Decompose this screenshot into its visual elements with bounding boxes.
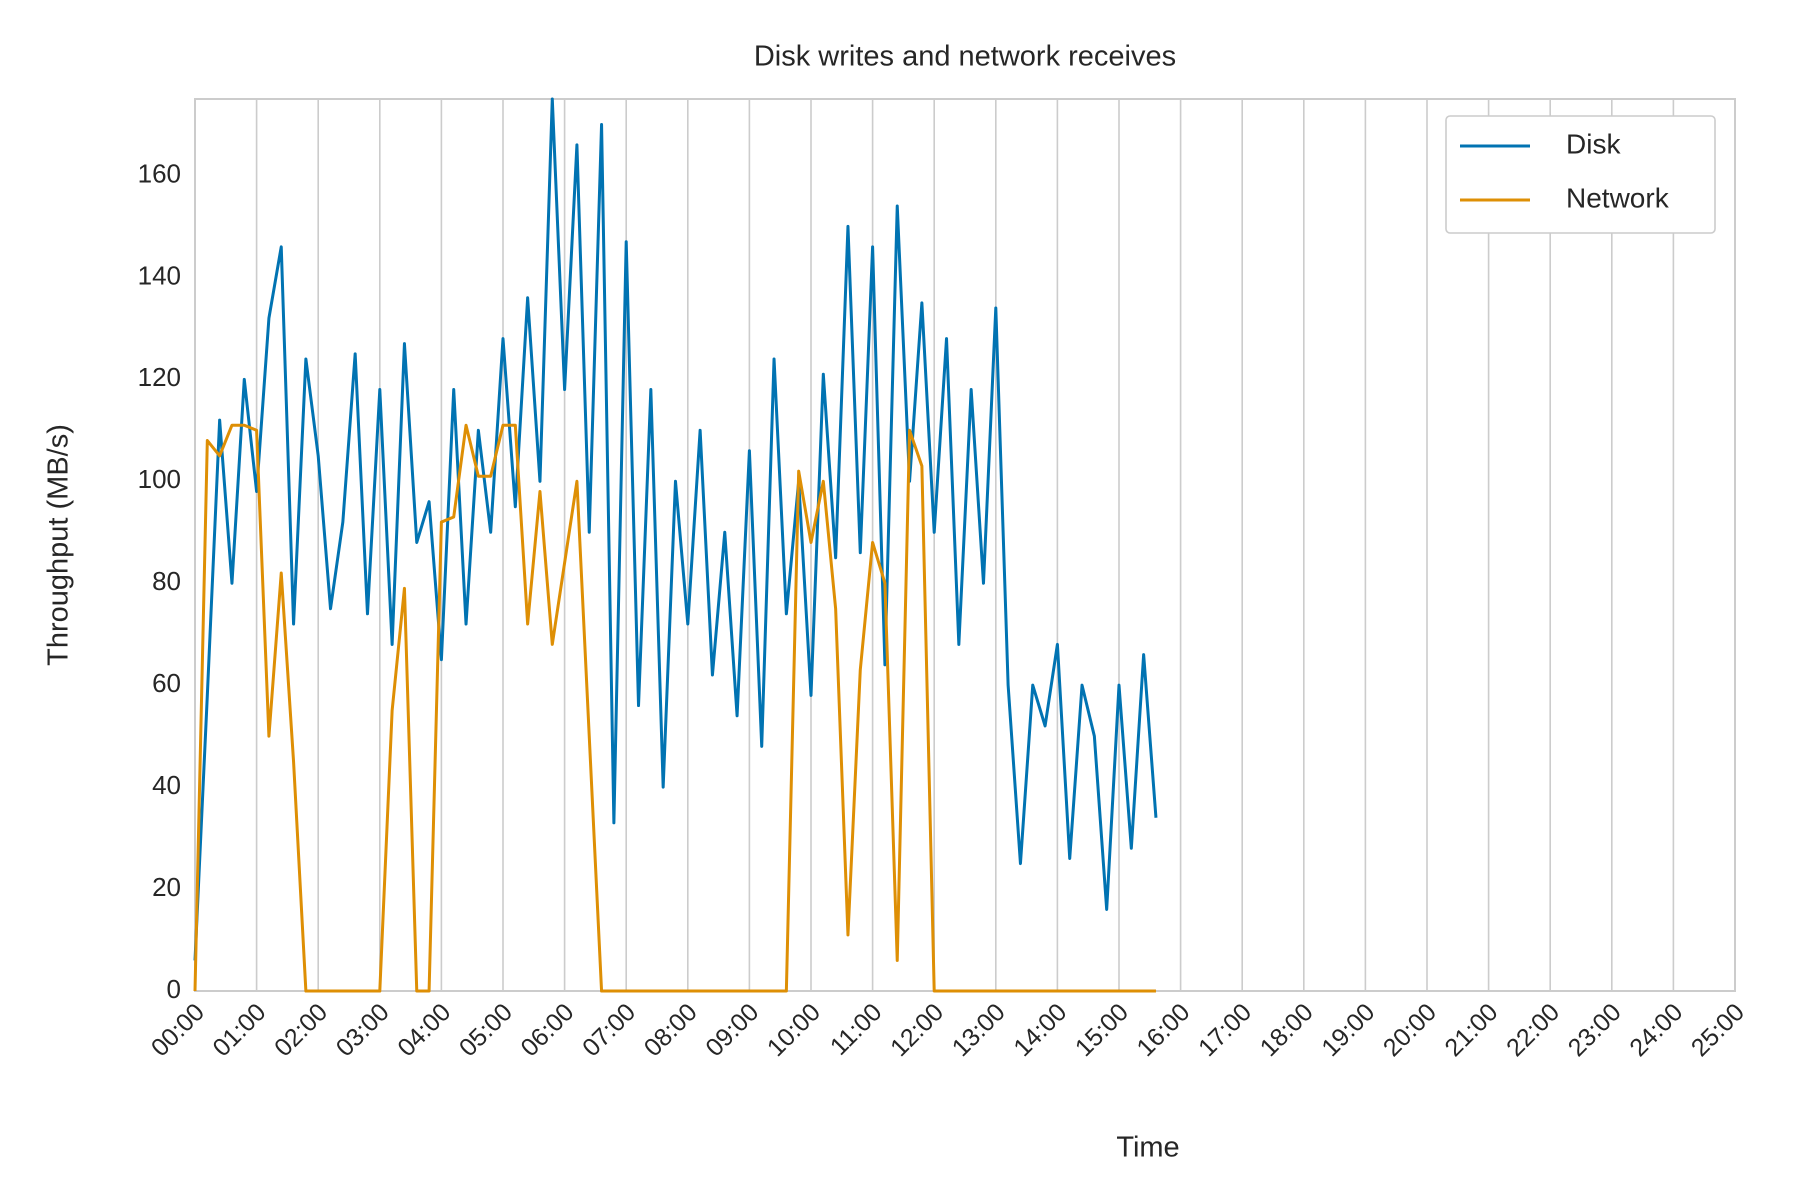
x-tick-label: 12:00	[885, 998, 949, 1062]
x-tick-label: 16:00	[1131, 998, 1195, 1062]
data-line	[193, 423, 1156, 993]
x-tick-label: 11:00	[825, 998, 888, 1061]
y-tick-label: 60	[152, 668, 181, 698]
x-tick-label: 09:00	[700, 998, 764, 1062]
y-tick-label: 140	[138, 260, 181, 290]
x-tick-label: 18:00	[1255, 998, 1319, 1062]
x-tick-label: 04:00	[392, 998, 456, 1062]
legend-label: Disk	[1566, 128, 1621, 159]
y-tick-label: 20	[152, 872, 181, 902]
x-tick-label: 03:00	[331, 998, 395, 1062]
y-tick-label: 80	[152, 566, 181, 596]
data-line	[193, 97, 1158, 961]
legend-label: Network	[1566, 182, 1670, 213]
x-tick-label: 24:00	[1624, 998, 1688, 1062]
x-tick-label: 01:00	[207, 998, 271, 1062]
x-tick-label: 10:00	[762, 998, 826, 1062]
x-tick-label: 23:00	[1563, 998, 1627, 1062]
x-tick-label: 19:00	[1316, 998, 1380, 1062]
x-tick-label: 13:00	[947, 998, 1011, 1062]
x-tick-label: 02:00	[269, 998, 333, 1062]
y-tick-label: 0	[167, 974, 181, 1004]
y-tick-label: 120	[138, 362, 181, 392]
y-tick-label: 160	[138, 158, 181, 188]
x-tick-label: 14:00	[1008, 998, 1072, 1062]
x-tick-label: 21:00	[1439, 998, 1503, 1062]
y-tick-label: 100	[138, 464, 181, 494]
x-tick-label: 06:00	[515, 998, 579, 1062]
chart-title: Disk writes and network receives	[754, 41, 1176, 73]
x-tick-label: 20:00	[1378, 998, 1442, 1062]
x-tick-label: 22:00	[1501, 998, 1565, 1062]
x-tick-label: 15:00	[1070, 998, 1134, 1062]
x-tick-label: 08:00	[639, 998, 703, 1062]
x-tick-label: 07:00	[577, 998, 641, 1062]
x-tick-label: 17:00	[1193, 998, 1257, 1062]
y-axis-label: Throughput (MB/s)	[43, 424, 75, 666]
y-tick-label: 40	[152, 770, 181, 800]
x-tick-label: 05:00	[454, 998, 518, 1062]
x-tick-label: 25:00	[1686, 998, 1750, 1062]
x-tick-label: 00:00	[146, 998, 210, 1062]
x-axis-label: Time	[1116, 1132, 1179, 1164]
